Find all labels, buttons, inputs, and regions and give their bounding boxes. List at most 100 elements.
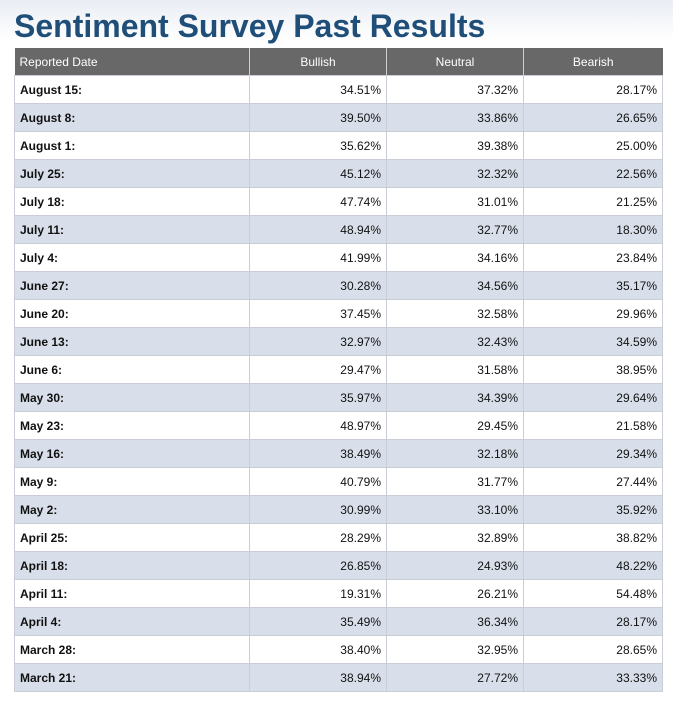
cell-bullish: 38.94% — [249, 663, 387, 692]
cell-bearish: 28.65% — [523, 635, 663, 664]
cell-bearish: 48.22% — [523, 551, 663, 580]
cell-bullish: 48.94% — [249, 215, 387, 244]
cell-bullish: 32.97% — [249, 327, 387, 356]
table-row: July 11: 48.94% 32.77% 18.30% — [14, 215, 663, 244]
cell-neutral: 33.10% — [386, 495, 524, 524]
cell-bearish: 54.48% — [523, 579, 663, 608]
cell-neutral: 36.34% — [386, 607, 524, 636]
cell-bullish: 35.49% — [249, 607, 387, 636]
header-row: Reported Date Bullish Neutral Bearish — [14, 48, 663, 76]
table-row: June 20: 37.45% 32.58% 29.96% — [14, 299, 663, 328]
cell-neutral: 31.77% — [386, 467, 524, 496]
cell-bullish: 29.47% — [249, 355, 387, 384]
cell-bullish: 35.97% — [249, 383, 387, 412]
cell-neutral: 32.58% — [386, 299, 524, 328]
table-row: April 25: 28.29% 32.89% 38.82% — [14, 523, 663, 552]
cell-reported-date: March 28: — [14, 635, 250, 664]
cell-bullish: 38.49% — [249, 439, 387, 468]
cell-reported-date: March 21: — [14, 663, 250, 692]
cell-bearish: 38.82% — [523, 523, 663, 552]
cell-bullish: 40.79% — [249, 467, 387, 496]
cell-bearish: 29.64% — [523, 383, 663, 412]
table-row: March 28: 38.40% 32.95% 28.65% — [14, 635, 663, 664]
cell-neutral: 26.21% — [386, 579, 524, 608]
cell-bullish: 30.99% — [249, 495, 387, 524]
cell-bearish: 33.33% — [523, 663, 663, 692]
cell-reported-date: July 4: — [14, 243, 250, 272]
table-row: June 6: 29.47% 31.58% 38.95% — [14, 355, 663, 384]
cell-bullish: 38.40% — [249, 635, 387, 664]
cell-bullish: 19.31% — [249, 579, 387, 608]
cell-reported-date: April 4: — [14, 607, 250, 636]
sentiment-results-table: Reported Date Bullish Neutral Bearish Au… — [14, 48, 663, 692]
cell-reported-date: May 30: — [14, 383, 250, 412]
cell-neutral: 32.77% — [386, 215, 524, 244]
table-row: May 9: 40.79% 31.77% 27.44% — [14, 467, 663, 496]
cell-bearish: 23.84% — [523, 243, 663, 272]
cell-bearish: 29.34% — [523, 439, 663, 468]
cell-reported-date: August 15: — [14, 75, 250, 104]
cell-bullish: 37.45% — [249, 299, 387, 328]
cell-reported-date: June 27: — [14, 271, 250, 300]
cell-bearish: 25.00% — [523, 131, 663, 160]
table-row: July 4: 41.99% 34.16% 23.84% — [14, 243, 663, 272]
cell-reported-date: July 18: — [14, 187, 250, 216]
cell-bearish: 35.92% — [523, 495, 663, 524]
cell-bullish: 41.99% — [249, 243, 387, 272]
cell-neutral: 32.89% — [386, 523, 524, 552]
cell-bearish: 21.25% — [523, 187, 663, 216]
cell-neutral: 27.72% — [386, 663, 524, 692]
cell-reported-date: June 20: — [14, 299, 250, 328]
cell-reported-date: April 25: — [14, 523, 250, 552]
cell-reported-date: June 6: — [14, 355, 250, 384]
cell-bearish: 38.95% — [523, 355, 663, 384]
table-row: June 27: 30.28% 34.56% 35.17% — [14, 271, 663, 300]
cell-neutral: 32.43% — [386, 327, 524, 356]
cell-bullish: 30.28% — [249, 271, 387, 300]
cell-reported-date: June 13: — [14, 327, 250, 356]
column-header-bullish: Bullish — [249, 48, 387, 76]
cell-bearish: 18.30% — [523, 215, 663, 244]
cell-neutral: 33.86% — [386, 103, 524, 132]
table-body: August 15: 34.51% 37.32% 28.17% August 8: 39.… — [14, 75, 663, 692]
cell-neutral: 31.01% — [386, 187, 524, 216]
cell-neutral: 29.45% — [386, 411, 524, 440]
table-row: August 8: 39.50% 33.86% 26.65% — [14, 103, 663, 132]
table-row: April 18: 26.85% 24.93% 48.22% — [14, 551, 663, 580]
cell-neutral: 37.32% — [386, 75, 524, 104]
cell-neutral: 34.16% — [386, 243, 524, 272]
cell-bearish: 21.58% — [523, 411, 663, 440]
cell-reported-date: August 8: — [14, 103, 250, 132]
cell-bullish: 28.29% — [249, 523, 387, 552]
cell-reported-date: July 11: — [14, 215, 250, 244]
cell-bullish: 39.50% — [249, 103, 387, 132]
cell-neutral: 31.58% — [386, 355, 524, 384]
column-header-bearish: Bearish — [523, 48, 663, 76]
cell-reported-date: May 23: — [14, 411, 250, 440]
cell-bullish: 48.97% — [249, 411, 387, 440]
cell-bearish: 35.17% — [523, 271, 663, 300]
cell-neutral: 34.56% — [386, 271, 524, 300]
table-row: May 30: 35.97% 34.39% 29.64% — [14, 383, 663, 412]
column-header-reported-date: Reported Date — [14, 48, 250, 76]
cell-bullish: 26.85% — [249, 551, 387, 580]
cell-bullish: 45.12% — [249, 159, 387, 188]
table-row: May 16: 38.49% 32.18% 29.34% — [14, 439, 663, 468]
cell-reported-date: April 11: — [14, 579, 250, 608]
table-header: Reported Date Bullish Neutral Bearish — [14, 48, 663, 76]
cell-reported-date: August 1: — [14, 131, 250, 160]
table-row: April 4: 35.49% 36.34% 28.17% — [14, 607, 663, 636]
table-row: June 13: 32.97% 32.43% 34.59% — [14, 327, 663, 356]
cell-reported-date: May 2: — [14, 495, 250, 524]
cell-bullish: 35.62% — [249, 131, 387, 160]
table-row: July 18: 47.74% 31.01% 21.25% — [14, 187, 663, 216]
cell-bullish: 47.74% — [249, 187, 387, 216]
cell-neutral: 34.39% — [386, 383, 524, 412]
page-title: Sentiment Survey Past Results — [14, 8, 486, 44]
cell-neutral: 32.18% — [386, 439, 524, 468]
cell-neutral: 39.38% — [386, 131, 524, 160]
table-row: April 11: 19.31% 26.21% 54.48% — [14, 579, 663, 608]
table-row: May 2: 30.99% 33.10% 35.92% — [14, 495, 663, 524]
cell-bearish: 26.65% — [523, 103, 663, 132]
cell-bearish: 22.56% — [523, 159, 663, 188]
